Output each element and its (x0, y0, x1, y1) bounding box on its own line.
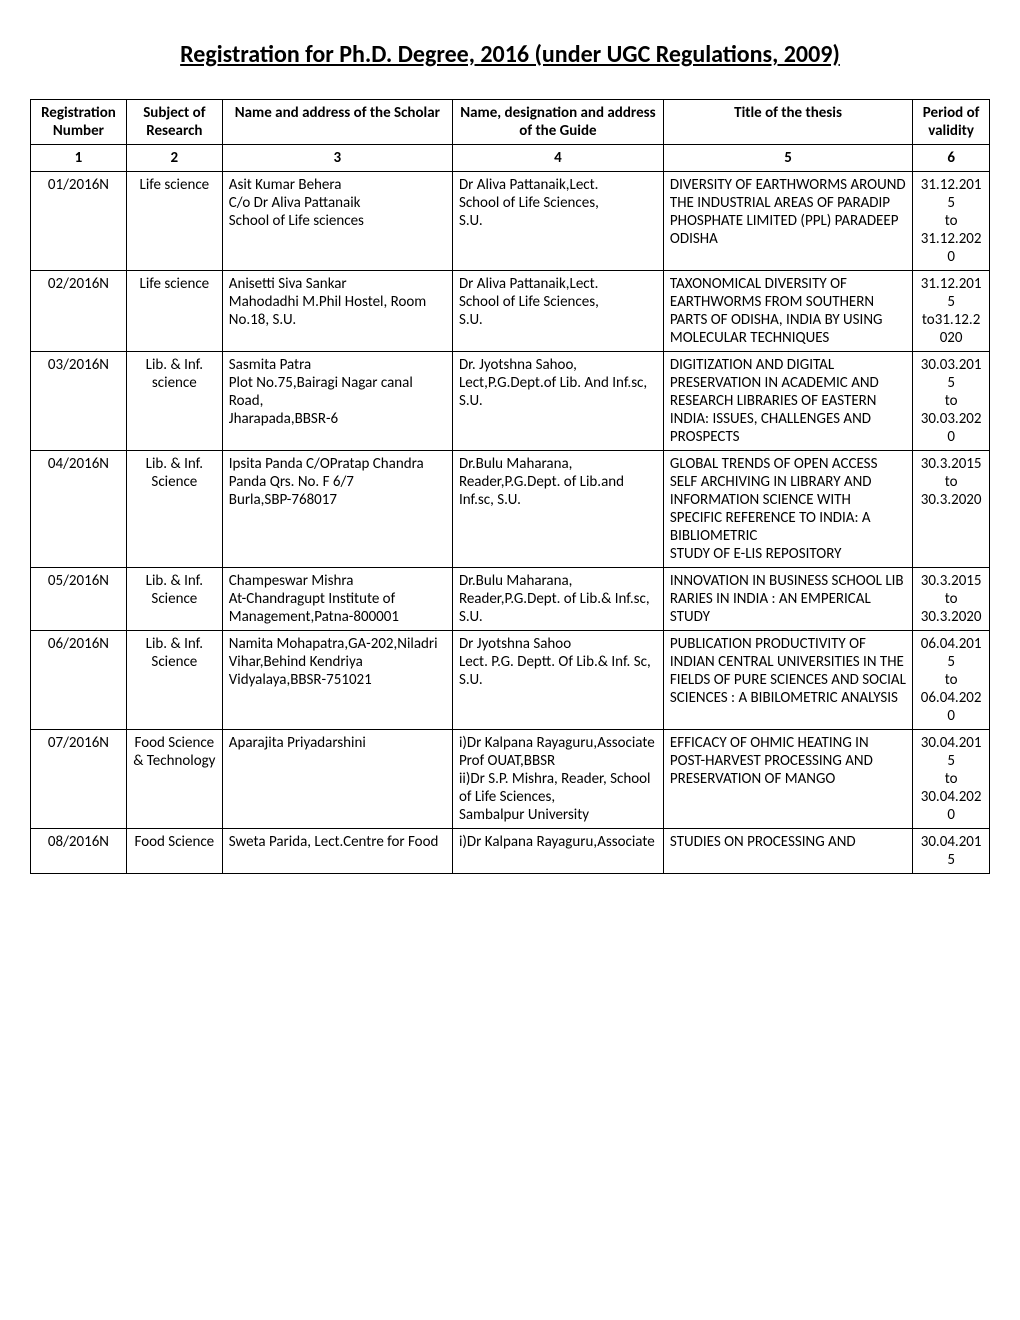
cell-guide: Dr. Jyotshna Sahoo, Lect,P.G.Dept.of Lib… (452, 352, 663, 451)
cell-thesis: STUDIES ON PROCESSING AND (663, 829, 912, 874)
cell-guide: Dr Jyotshna Sahoo Lect. P.G. Deptt. Of L… (452, 631, 663, 730)
cell-subject: Life science (126, 172, 222, 271)
col-num-4: 4 (452, 145, 663, 172)
cell-reg: 04/2016N (31, 451, 127, 568)
cell-scholar: Sweta Parida, Lect.Centre for Food (222, 829, 452, 874)
table-body: 01/2016NLife scienceAsit Kumar Behera C/… (31, 172, 990, 874)
header-validity: Period of validity (913, 100, 990, 145)
cell-reg: 07/2016N (31, 730, 127, 829)
page-title: Registration for Ph.D. Degree, 2016 (und… (30, 40, 990, 69)
cell-scholar: Champeswar Mishra At-Chandragupt Institu… (222, 568, 452, 631)
cell-subject: Life science (126, 271, 222, 352)
col-num-1: 1 (31, 145, 127, 172)
cell-scholar: Namita Mohapatra,GA-202,Niladri Vihar,Be… (222, 631, 452, 730)
cell-scholar: Ipsita Panda C/OPratap Chandra Panda Qrs… (222, 451, 452, 568)
column-number-row: 1 2 3 4 5 6 (31, 145, 990, 172)
cell-validity: 31.12.2015 to31.12.2020 (913, 271, 990, 352)
col-num-5: 5 (663, 145, 912, 172)
cell-validity: 30.3.2015 to 30.3.2020 (913, 568, 990, 631)
cell-subject: Lib. & Inf. Science (126, 568, 222, 631)
cell-guide: i)Dr Kalpana Rayaguru,Associate Prof OUA… (452, 730, 663, 829)
cell-validity: 30.04.2015 (913, 829, 990, 874)
cell-subject: Lib. & Inf. science (126, 352, 222, 451)
cell-guide: Dr.Bulu Maharana, Reader,P.G.Dept. of Li… (452, 451, 663, 568)
cell-reg: 02/2016N (31, 271, 127, 352)
header-subject: Subject of Research (126, 100, 222, 145)
cell-reg: 08/2016N (31, 829, 127, 874)
cell-scholar: Sasmita Patra Plot No.75,Bairagi Nagar c… (222, 352, 452, 451)
table-row: 05/2016NLib. & Inf. ScienceChampeswar Mi… (31, 568, 990, 631)
cell-reg: 03/2016N (31, 352, 127, 451)
col-num-3: 3 (222, 145, 452, 172)
table-row: 07/2016NFood Science & TechnologyAparaji… (31, 730, 990, 829)
cell-thesis: PUBLICATION PRODUCTIVITY OF INDIAN CENTR… (663, 631, 912, 730)
cell-guide: i)Dr Kalpana Rayaguru,Associate (452, 829, 663, 874)
table-row: 08/2016NFood ScienceSweta Parida, Lect.C… (31, 829, 990, 874)
cell-guide: Dr Aliva Pattanaik,Lect. School of Life … (452, 271, 663, 352)
header-guide: Name, designation and address of the Gui… (452, 100, 663, 145)
cell-thesis: EFFICACY OF OHMIC HEATING IN POST-HARVES… (663, 730, 912, 829)
cell-validity: 31.12.2015 to 31.12.2020 (913, 172, 990, 271)
cell-validity: 06.04.2015 to 06.04.2020 (913, 631, 990, 730)
cell-reg: 06/2016N (31, 631, 127, 730)
header-thesis: Title of the thesis (663, 100, 912, 145)
col-num-6: 6 (913, 145, 990, 172)
cell-thesis: DIGITIZATION AND DIGITAL PRESERVATION IN… (663, 352, 912, 451)
cell-thesis: INNOVATION IN BUSINESS SCHOOL LIB RARIES… (663, 568, 912, 631)
table-row: 06/2016NLib. & Inf. ScienceNamita Mohapa… (31, 631, 990, 730)
table-header-row: Registration Number Subject of Research … (31, 100, 990, 145)
cell-guide: Dr Aliva Pattanaik,Lect. School of Life … (452, 172, 663, 271)
header-scholar: Name and address of the Scholar (222, 100, 452, 145)
header-reg-number: Registration Number (31, 100, 127, 145)
registration-table: Registration Number Subject of Research … (30, 99, 990, 874)
cell-reg: 01/2016N (31, 172, 127, 271)
cell-validity: 30.3.2015 to 30.3.2020 (913, 451, 990, 568)
table-row: 03/2016NLib. & Inf. scienceSasmita Patra… (31, 352, 990, 451)
cell-scholar: Anisetti Siva Sankar Mahodadhi M.Phil Ho… (222, 271, 452, 352)
cell-thesis: TAXONOMICAL DIVERSITY OF EARTHWORMS FROM… (663, 271, 912, 352)
cell-validity: 30.03.2015 to 30.03.2020 (913, 352, 990, 451)
table-row: 02/2016NLife scienceAnisetti Siva Sankar… (31, 271, 990, 352)
cell-subject: Lib. & Inf. Science (126, 451, 222, 568)
cell-subject: Food Science & Technology (126, 730, 222, 829)
col-num-2: 2 (126, 145, 222, 172)
cell-validity: 30.04.2015 to 30.04.2020 (913, 730, 990, 829)
cell-reg: 05/2016N (31, 568, 127, 631)
cell-thesis: DIVERSITY OF EARTHWORMS AROUND THE INDUS… (663, 172, 912, 271)
cell-subject: Food Science (126, 829, 222, 874)
cell-subject: Lib. & Inf. Science (126, 631, 222, 730)
table-row: 01/2016NLife scienceAsit Kumar Behera C/… (31, 172, 990, 271)
cell-thesis: GLOBAL TRENDS OF OPEN ACCESS SELF ARCHIV… (663, 451, 912, 568)
cell-scholar: Asit Kumar Behera C/o Dr Aliva Pattanaik… (222, 172, 452, 271)
table-row: 04/2016NLib. & Inf. ScienceIpsita Panda … (31, 451, 990, 568)
cell-scholar: Aparajita Priyadarshini (222, 730, 452, 829)
cell-guide: Dr.Bulu Maharana, Reader,P.G.Dept. of Li… (452, 568, 663, 631)
